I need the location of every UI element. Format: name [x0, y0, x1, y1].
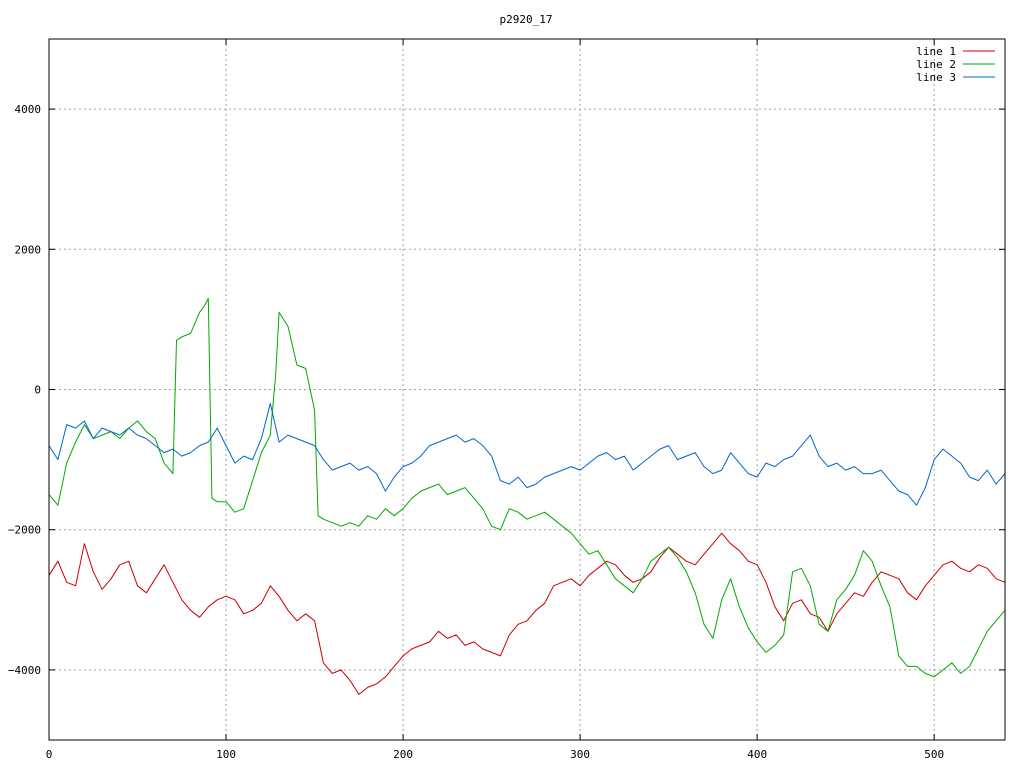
series-layer — [48, 297, 1006, 695]
x-tick-label: 100 — [216, 748, 236, 761]
chart-title: p2920_17 — [500, 13, 553, 26]
legend-label-3: line 3 — [916, 71, 956, 84]
y-tick-label: 0 — [34, 384, 41, 397]
y-tick-label: −4000 — [8, 664, 41, 677]
series-line-3 — [48, 403, 1006, 506]
legend-label-1: line 1 — [916, 45, 956, 58]
series-line-2 — [48, 297, 1006, 678]
series-line-1 — [48, 532, 1006, 695]
x-tick-label: 0 — [46, 748, 53, 761]
axis-ticks: 0 100 200 300 400 500 −4000 −2000 0 2000 4000 — [8, 39, 1005, 761]
plot-frame — [48, 38, 1006, 741]
y-tick-label: 2000 — [15, 243, 42, 256]
x-tick-label: 400 — [747, 748, 767, 761]
grid — [49, 39, 1005, 740]
legend-label-2: line 2 — [916, 58, 956, 71]
x-tick-label: 500 — [924, 748, 944, 761]
y-tick-label: −2000 — [8, 524, 41, 537]
x-tick-label: 300 — [570, 748, 590, 761]
y-tick-label: 4000 — [15, 103, 42, 116]
x-tick-label: 200 — [393, 748, 413, 761]
